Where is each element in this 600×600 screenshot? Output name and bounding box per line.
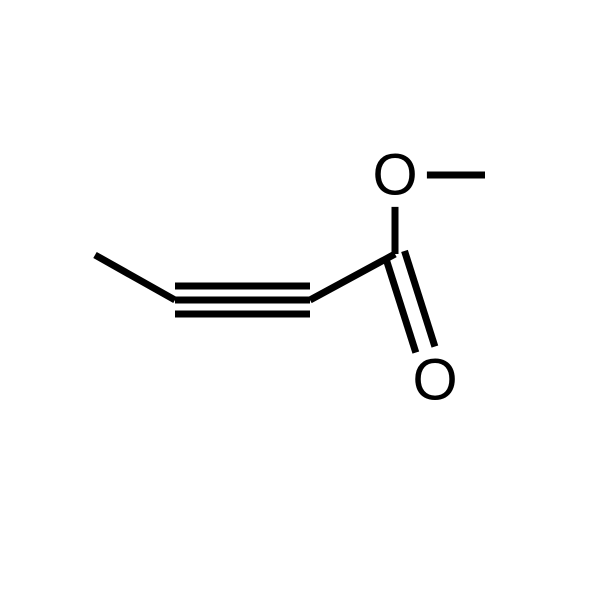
atom-label-o2: O	[412, 348, 457, 413]
b-c1-c2	[95, 255, 175, 300]
chemical-structure: OO	[0, 0, 600, 600]
b-c3-c4	[310, 254, 395, 300]
atom-label-o1: O	[372, 143, 417, 208]
